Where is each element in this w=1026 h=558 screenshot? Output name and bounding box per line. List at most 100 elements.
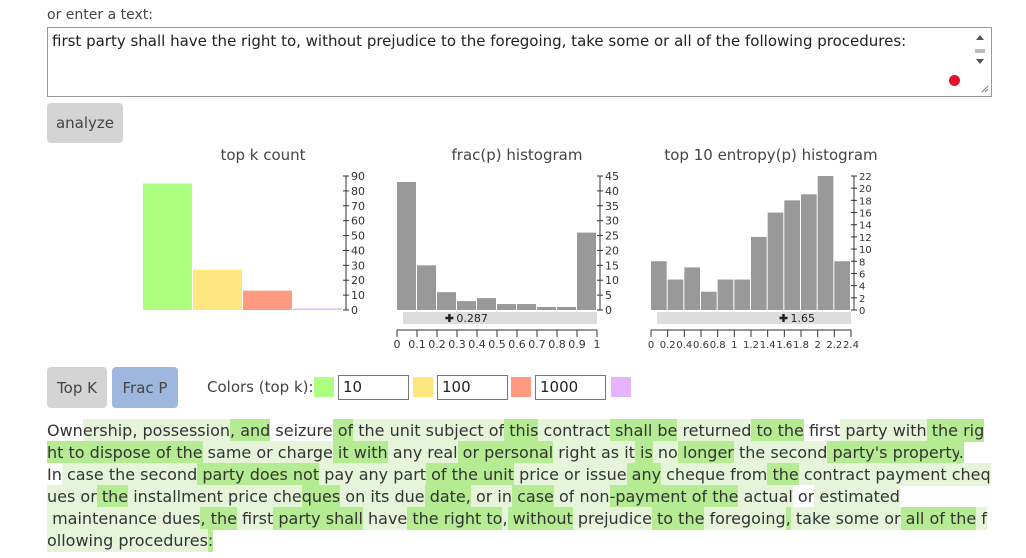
token[interactable]: be xyxy=(652,419,678,442)
token[interactable]: dispose xyxy=(84,441,151,464)
token[interactable]: prejudice xyxy=(572,507,652,530)
token[interactable]: in xyxy=(492,485,512,508)
token[interactable]: it xyxy=(332,441,349,464)
token[interactable]: its xyxy=(365,485,390,508)
token[interactable]: ership xyxy=(82,419,133,442)
token[interactable]: all xyxy=(900,507,925,530)
token[interactable]: or xyxy=(251,441,273,464)
token[interactable]: of xyxy=(553,485,575,508)
token[interactable]: , xyxy=(200,507,206,530)
token[interactable]: of xyxy=(332,419,354,442)
token[interactable]: contract xyxy=(538,419,610,442)
token[interactable]: or xyxy=(457,441,480,464)
token[interactable]: of xyxy=(924,507,945,530)
token[interactable]: this xyxy=(504,419,539,442)
token[interactable]: issue xyxy=(580,463,627,486)
token[interactable]: , xyxy=(785,507,791,530)
color-swatch[interactable] xyxy=(413,377,433,397)
analyze-button[interactable]: analyze xyxy=(47,103,123,143)
token[interactable]: party's xyxy=(827,441,888,464)
threshold-input[interactable]: 10 xyxy=(338,375,409,400)
token[interactable]: on xyxy=(340,485,366,508)
token[interactable]: to xyxy=(651,507,674,530)
token[interactable]: - xyxy=(609,485,616,508)
token[interactable]: the xyxy=(353,419,385,442)
token[interactable]: returned xyxy=(677,419,752,442)
token[interactable]: non xyxy=(574,485,610,508)
token[interactable]: second xyxy=(135,463,198,486)
token[interactable]: to xyxy=(481,507,503,530)
token[interactable]: shall xyxy=(320,507,363,530)
token[interactable]: , xyxy=(502,507,508,530)
token[interactable]: price xyxy=(514,463,559,486)
token[interactable]: unit xyxy=(477,463,514,486)
token[interactable]: the xyxy=(103,463,136,486)
token[interactable]: che xyxy=(267,485,302,508)
token[interactable]: to xyxy=(751,419,773,442)
token[interactable]: pay xyxy=(319,463,354,486)
token[interactable]: the xyxy=(733,441,766,464)
token[interactable]: payment xyxy=(870,463,947,486)
token[interactable]: the xyxy=(673,507,705,530)
token[interactable]: procedures xyxy=(113,529,208,552)
token[interactable]: from xyxy=(725,463,768,486)
token[interactable]: maintenance xyxy=(47,507,157,530)
token[interactable]: with xyxy=(887,419,927,442)
token[interactable]: payment xyxy=(615,485,687,508)
token[interactable]: Own xyxy=(47,419,83,442)
token[interactable]: case xyxy=(512,485,554,508)
token[interactable]: take xyxy=(790,507,831,530)
token[interactable]: party xyxy=(197,463,245,486)
text-input[interactable]: first party shall have the right to, wit… xyxy=(47,27,992,97)
token[interactable]: first xyxy=(236,507,274,530)
token[interactable]: or xyxy=(558,463,581,486)
token[interactable]: does xyxy=(244,463,288,486)
token[interactable]: or xyxy=(75,485,97,508)
token[interactable]: unit xyxy=(384,419,421,442)
token[interactable]: the xyxy=(926,419,958,442)
token[interactable]: , xyxy=(465,485,471,508)
token[interactable]: the xyxy=(171,441,203,464)
token[interactable]: foregoing xyxy=(704,507,786,530)
token[interactable]: not xyxy=(287,463,320,486)
token[interactable]: is xyxy=(634,441,653,464)
token[interactable]: cheque xyxy=(661,463,726,486)
mode-button[interactable]: Frac P xyxy=(112,367,178,408)
token[interactable]: have xyxy=(362,507,408,530)
token[interactable]: the xyxy=(205,507,237,530)
token[interactable]: of xyxy=(150,441,172,464)
token[interactable]: the xyxy=(767,463,799,486)
token[interactable]: right xyxy=(438,507,482,530)
token[interactable]: the xyxy=(707,485,739,508)
token[interactable]: . xyxy=(958,441,964,464)
token[interactable]: with xyxy=(348,441,388,464)
token[interactable]: installment xyxy=(128,485,223,508)
token[interactable]: any xyxy=(626,463,662,486)
token[interactable]: case xyxy=(61,463,104,486)
token[interactable]: of xyxy=(483,419,505,442)
token[interactable]: longer xyxy=(677,441,734,464)
token[interactable]: ques xyxy=(301,485,341,508)
token[interactable]: , xyxy=(132,419,138,442)
token[interactable]: date xyxy=(424,485,466,508)
token[interactable]: right xyxy=(553,441,596,464)
token[interactable]: : xyxy=(207,529,214,552)
token[interactable]: of xyxy=(426,463,447,486)
color-swatch[interactable] xyxy=(314,377,334,397)
token[interactable]: subject xyxy=(420,419,484,442)
color-swatch[interactable] xyxy=(511,377,531,397)
token[interactable]: dues xyxy=(156,507,201,530)
token[interactable]: the xyxy=(772,419,804,442)
token[interactable]: the xyxy=(96,485,129,508)
token[interactable]: or xyxy=(792,485,815,508)
token[interactable]: real xyxy=(422,441,458,464)
token[interactable]: some xyxy=(830,507,880,530)
token[interactable]: of xyxy=(686,485,708,508)
token[interactable]: shall xyxy=(610,419,653,442)
token[interactable]: seizure xyxy=(270,419,333,442)
token[interactable]: actual xyxy=(738,485,793,508)
color-swatch[interactable] xyxy=(611,377,631,397)
token[interactable]: it xyxy=(619,441,635,464)
token[interactable]: property xyxy=(887,441,959,464)
token[interactable]: contract xyxy=(798,463,871,486)
